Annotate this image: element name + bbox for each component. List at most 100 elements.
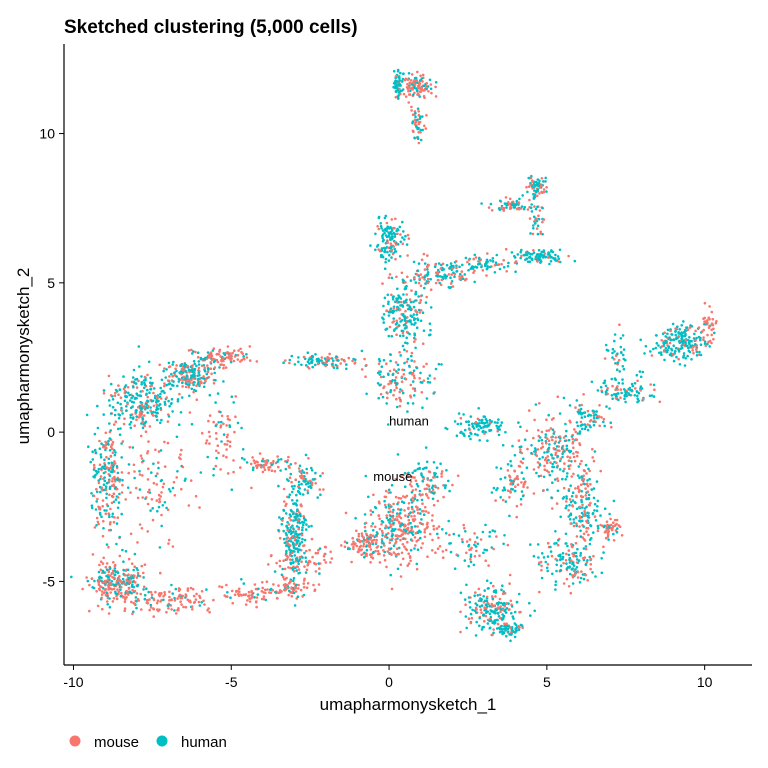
point-human <box>529 181 532 185</box>
point-mouse <box>226 439 230 443</box>
point-human <box>332 359 335 363</box>
point-human <box>500 624 504 628</box>
point-mouse <box>187 504 191 507</box>
point-human <box>132 568 135 572</box>
point-human <box>682 354 686 358</box>
point-mouse <box>208 414 212 417</box>
point-human <box>163 501 167 504</box>
point-mouse <box>527 409 531 412</box>
point-human <box>379 224 383 228</box>
point-mouse <box>115 597 119 601</box>
point-human <box>616 352 619 356</box>
point-human <box>367 537 370 540</box>
point-mouse <box>501 592 505 595</box>
point-human <box>513 453 517 457</box>
point-mouse <box>572 524 576 528</box>
point-mouse <box>261 586 265 590</box>
point-human <box>401 88 405 91</box>
point-human <box>101 586 105 590</box>
point-human <box>590 537 593 540</box>
point-mouse <box>569 522 573 525</box>
point-human <box>416 318 420 322</box>
point-mouse <box>112 587 116 591</box>
point-human <box>545 190 548 193</box>
point-mouse <box>265 580 269 583</box>
point-human <box>219 410 222 414</box>
point-mouse <box>710 310 714 314</box>
point-mouse <box>352 547 355 551</box>
point-human <box>303 538 307 542</box>
point-human <box>397 546 401 550</box>
point-mouse <box>287 566 290 569</box>
point-human <box>599 385 603 389</box>
point-mouse <box>380 529 384 533</box>
point-human <box>276 460 279 464</box>
point-mouse <box>378 502 381 505</box>
point-mouse <box>157 493 161 497</box>
point-mouse <box>418 120 422 124</box>
point-human <box>680 335 684 339</box>
point-human <box>303 475 306 478</box>
point-human <box>113 569 117 573</box>
point-mouse <box>429 83 433 86</box>
point-mouse <box>260 466 263 469</box>
point-human <box>565 562 568 565</box>
point-mouse <box>300 560 303 563</box>
point-human <box>428 381 432 384</box>
point-mouse <box>109 454 113 458</box>
point-human <box>633 394 637 397</box>
point-human <box>125 409 128 412</box>
point-mouse <box>545 469 549 473</box>
point-mouse <box>614 354 618 358</box>
point-mouse <box>616 388 619 391</box>
point-human <box>580 489 583 493</box>
point-mouse <box>297 587 300 590</box>
point-human <box>408 371 412 375</box>
point-mouse <box>602 545 605 549</box>
point-mouse <box>343 540 347 543</box>
point-mouse <box>707 326 711 330</box>
point-mouse <box>613 524 617 527</box>
point-mouse <box>209 367 213 371</box>
point-human <box>176 384 179 388</box>
point-mouse <box>101 607 104 611</box>
point-mouse <box>592 554 595 558</box>
point-human <box>404 234 407 238</box>
point-mouse <box>580 403 583 407</box>
point-human <box>503 534 506 537</box>
point-human <box>547 447 550 451</box>
point-human <box>157 466 160 470</box>
point-human <box>393 247 397 251</box>
point-mouse <box>474 256 478 259</box>
point-human <box>117 416 121 420</box>
point-human <box>103 458 106 462</box>
point-human <box>107 439 110 443</box>
point-human <box>175 369 178 373</box>
point-mouse <box>419 309 423 312</box>
point-mouse <box>202 375 205 378</box>
point-mouse <box>395 275 398 279</box>
point-human <box>480 418 484 422</box>
point-mouse <box>413 118 417 122</box>
point-human <box>587 467 590 471</box>
point-human <box>136 394 139 397</box>
point-human <box>142 379 146 382</box>
point-human <box>296 595 300 598</box>
point-human <box>394 83 397 87</box>
point-mouse <box>399 538 402 542</box>
point-mouse <box>578 462 582 466</box>
point-mouse <box>404 514 407 517</box>
point-human <box>170 402 173 405</box>
point-mouse <box>460 274 464 278</box>
point-human <box>532 192 535 196</box>
point-mouse <box>109 581 112 585</box>
point-human <box>556 539 560 542</box>
point-human <box>394 300 397 304</box>
point-human <box>586 414 590 418</box>
point-mouse <box>225 424 228 427</box>
point-human <box>382 375 385 379</box>
point-mouse <box>276 455 279 458</box>
point-human <box>371 529 375 532</box>
point-mouse <box>124 597 127 601</box>
point-mouse <box>416 525 419 528</box>
